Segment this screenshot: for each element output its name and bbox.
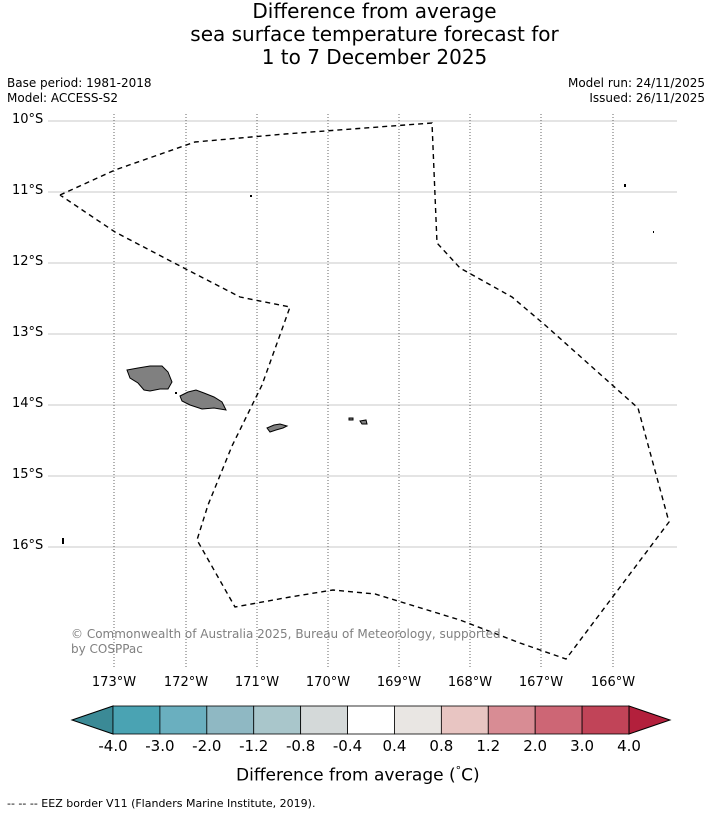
lon-label: 172°W: [163, 675, 209, 690]
colorbar-title-prefix: Difference from average (: [236, 765, 456, 786]
colorbar-segment: [487, 705, 536, 735]
model-run: Model run: 24/11/2025: [567, 76, 705, 90]
lon-label: 169°W: [376, 675, 422, 690]
lat-label: 14°S: [12, 396, 44, 411]
colorbar-tick-label: -0.4: [332, 737, 363, 755]
colorbar-tick-label: -2.0: [192, 737, 222, 755]
colorbar-tick-label: 0.8: [429, 737, 454, 755]
islet: [175, 392, 177, 394]
lat-label: 13°S: [12, 325, 44, 340]
islet: [653, 231, 654, 233]
title-line-3: 1 to 7 December 2025: [261, 45, 488, 69]
colorbar-tick-label: 2.0: [523, 737, 548, 755]
copyright-notice: © Commonwealth of Australia 2025, Bureau…: [71, 627, 501, 657]
colorbar-segment: [112, 705, 161, 735]
lon-label: 170°W: [305, 675, 351, 690]
islet: [62, 538, 64, 544]
lon-label: 166°W: [590, 675, 636, 690]
model-name: Model: ACCESS-S2: [7, 91, 119, 105]
colorbar-extend-high: [628, 705, 672, 735]
colorbar-title: Difference from average (°C): [236, 764, 480, 786]
colorbar-segment: [253, 705, 302, 735]
eez-legend-footer: -- -- -- EEZ border V11 (Flanders Marine…: [7, 797, 316, 810]
colorbar-segment: [300, 705, 348, 735]
colorbar-extend-low: [70, 705, 114, 735]
title-line-2: sea surface temperature forecast for: [190, 22, 559, 46]
islet: [624, 184, 626, 187]
meta-right: Model run: 24/11/2025 Issued: 26/11/2025: [568, 76, 705, 106]
copyright-line-2: by COSPPac: [71, 642, 143, 656]
ofu-island: [348, 417, 354, 421]
savaii-island: [126, 365, 173, 392]
colorbar-segment: [159, 705, 208, 735]
copyright-line-1: © Commonwealth of Australia 2025, Bureau…: [71, 627, 501, 641]
manua-island: [359, 419, 368, 425]
lat-label: 11°S: [12, 183, 44, 198]
colorbar-tick-label: 0.4: [382, 737, 407, 755]
map-title: Difference from average sea surface temp…: [0, 0, 713, 69]
colorbar-segment: [347, 705, 395, 735]
colorbar-segment: [440, 705, 489, 735]
lon-label: 167°W: [518, 675, 564, 690]
colorbar-tick-label: -4.0: [98, 737, 128, 755]
lat-label: 12°S: [12, 254, 44, 269]
upolu-island: [179, 389, 227, 411]
title-line-1: Difference from average: [252, 0, 497, 23]
lat-gridlines: [48, 120, 677, 548]
colorbar-segment: [394, 705, 442, 735]
lat-label: 16°S: [12, 538, 44, 553]
colorbar-tick-label: -0.8: [285, 737, 316, 755]
base-period: Base period: 1981-2018: [7, 76, 152, 90]
tutuila-island: [266, 423, 289, 433]
colorbar-segment: [581, 705, 630, 735]
lon-label: 173°W: [91, 675, 137, 690]
land-masses: [126, 365, 368, 433]
colorbar-tick-label: -1.2: [239, 737, 269, 755]
colorbar-segment: [534, 705, 583, 735]
colorbar-tick-label: 1.2: [476, 737, 501, 755]
lat-label: 15°S: [12, 467, 44, 482]
meta-left: Base period: 1981-2018 Model: ACCESS-S2: [7, 76, 152, 106]
colorbar-tick-label: 4.0: [617, 737, 641, 755]
colorbar-title-unit: C): [461, 765, 480, 786]
colorbar: [70, 705, 672, 735]
colorbar-tick-label: -3.0: [145, 737, 175, 755]
degree-symbol: °: [455, 764, 462, 777]
lon-label: 171°W: [234, 675, 280, 690]
lon-label: 168°W: [447, 675, 493, 690]
colorbar-tick-label: 3.0: [570, 737, 594, 755]
islet: [250, 195, 252, 197]
lat-label: 10°S: [12, 112, 44, 127]
small-islets: [62, 184, 654, 544]
issued-date: Issued: 26/11/2025: [589, 91, 705, 105]
lon-gridlines: [113, 114, 614, 668]
colorbar-segment: [206, 705, 255, 735]
